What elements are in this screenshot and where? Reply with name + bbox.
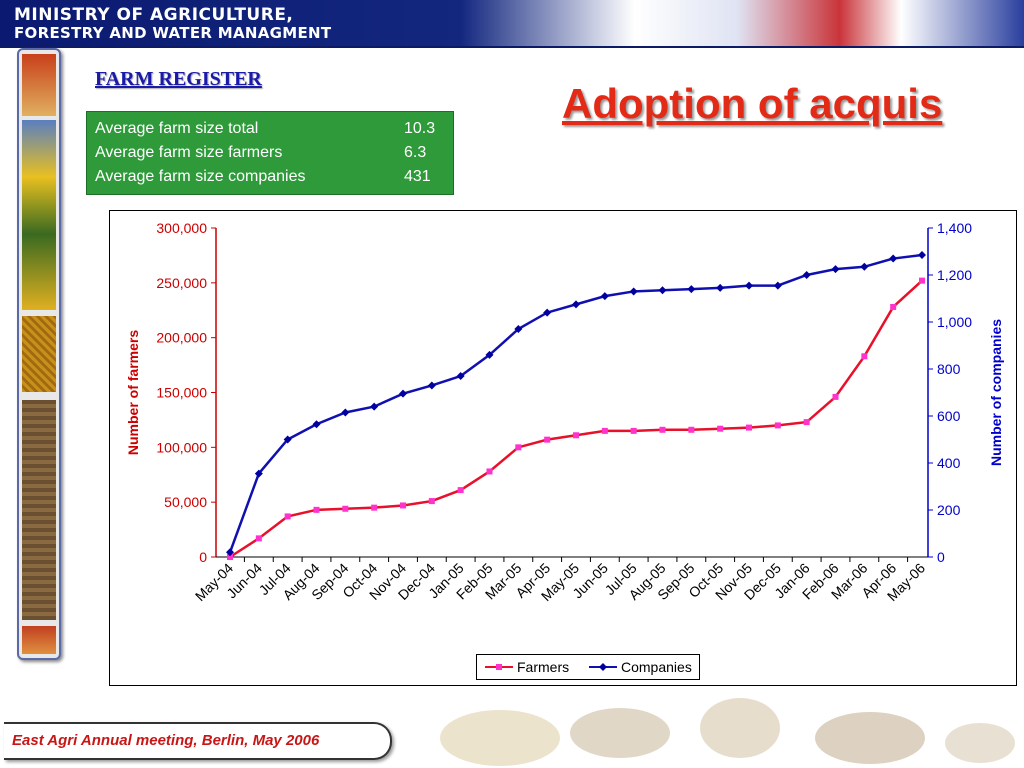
farmers-point xyxy=(255,535,262,542)
companies-point xyxy=(456,372,465,381)
right-y-tick-label: 600 xyxy=(937,408,961,424)
farmers-point xyxy=(342,505,349,512)
right-y-axis-title: Number of companies xyxy=(988,319,1004,466)
companies-point xyxy=(918,251,926,260)
farmers-point xyxy=(890,303,897,310)
companies-point xyxy=(658,286,667,295)
legend-farmers-marker xyxy=(496,664,502,670)
farmers-point xyxy=(717,425,724,432)
companies-point xyxy=(831,265,840,274)
legend-farmers-label: Farmers xyxy=(517,659,569,675)
ministry-name-line2: FORESTRY AND WATER MANAGMENT xyxy=(14,24,332,42)
stat-label: Average farm size companies xyxy=(95,168,306,185)
farmers-point xyxy=(227,554,233,560)
companies-point xyxy=(773,281,782,290)
companies-point xyxy=(716,283,725,292)
farmers-point xyxy=(544,436,551,443)
ministry-name-line1: MINISTRY OF AGRICULTURE, xyxy=(14,5,294,25)
stat-label: Average farm size total xyxy=(95,120,259,137)
companies-point xyxy=(370,402,379,411)
companies-point xyxy=(485,350,494,359)
left-y-tick-label: 50,000 xyxy=(164,494,207,510)
harvest-photo xyxy=(22,626,56,654)
companies-point xyxy=(860,262,869,271)
left-y-tick-label: 0 xyxy=(199,549,207,565)
companies-point xyxy=(427,381,436,390)
farmers-point xyxy=(803,419,810,426)
farm-size-table: Average farm size total 10.3 Average far… xyxy=(86,111,454,195)
companies-point xyxy=(745,281,753,290)
farmers-point xyxy=(919,277,925,284)
companies-point xyxy=(312,420,321,429)
stat-value: 6.3 xyxy=(404,144,427,161)
ministry-header: MINISTRY OF AGRICULTURE, FORESTRY AND WA… xyxy=(0,0,1024,48)
companies-point xyxy=(283,435,292,444)
companies-point xyxy=(802,271,811,279)
farmers-point xyxy=(601,427,608,434)
companies-point xyxy=(687,285,696,294)
right-y-tick-label: 200 xyxy=(937,502,961,518)
farmers-point xyxy=(659,426,666,433)
grain-photo xyxy=(22,316,56,392)
companies-point xyxy=(600,292,609,301)
left-y-tick-label: 150,000 xyxy=(156,385,207,401)
companies-point xyxy=(572,300,580,309)
legend-companies-label: Companies xyxy=(621,659,692,675)
left-y-tick-label: 100,000 xyxy=(156,439,207,455)
right-y-tick-label: 1,200 xyxy=(937,267,972,283)
farmers-point xyxy=(313,506,320,513)
left-y-tick-label: 200,000 xyxy=(156,330,207,346)
left-y-tick-label: 250,000 xyxy=(156,275,207,291)
farmers-point xyxy=(486,468,493,475)
companies-point xyxy=(629,287,638,296)
adoption-chart: 0 50,000 100,000 150,000 200,000 250,000 300,0… xyxy=(109,210,1017,686)
farmers-point xyxy=(284,513,291,520)
farmers-point xyxy=(400,502,406,509)
farmers-point xyxy=(774,422,781,429)
pepper-photo xyxy=(22,54,56,116)
farmers-point xyxy=(428,498,435,505)
farmers-point xyxy=(573,432,579,439)
left-y-tick-label: 300,000 xyxy=(156,220,207,236)
farmers-point xyxy=(630,427,637,434)
chart-legend: Farmers Companies xyxy=(476,654,700,680)
legend-companies-marker xyxy=(599,663,607,671)
right-y-tick-label: 400 xyxy=(937,455,961,471)
farmers-point xyxy=(746,424,752,431)
companies-point xyxy=(543,308,552,317)
stat-value: 10.3 xyxy=(404,120,436,137)
farmers-point xyxy=(515,444,522,451)
right-y-tick-label: 1,400 xyxy=(937,220,972,236)
farmers-point xyxy=(457,487,464,494)
stat-label: Average farm size farmers xyxy=(95,144,283,161)
farmers-point xyxy=(861,353,868,360)
agriculture-photo-strip xyxy=(17,48,61,660)
footer-pill xyxy=(4,722,392,760)
legend-svg: Farmers Companies xyxy=(485,659,692,675)
farmers-point xyxy=(688,426,695,433)
companies-series-line xyxy=(228,253,923,553)
slide-title: Adoption of acquis xyxy=(562,80,943,127)
sunflower-photo xyxy=(22,120,56,310)
farm-animals-watermark xyxy=(440,698,1015,766)
footer-banner: East Agri Annual meeting, Berlin, May 20… xyxy=(0,720,400,760)
right-y-tick-label: 0 xyxy=(937,549,945,565)
right-y-tick-label: 1,000 xyxy=(937,314,972,330)
companies-point xyxy=(226,548,234,557)
left-y-axis-title: Number of farmers xyxy=(125,330,141,455)
companies-point xyxy=(341,408,350,417)
right-y-tick-label: 800 xyxy=(937,361,961,377)
chart-svg: 0 50,000 100,000 150,000 200,000 250,000 300,0… xyxy=(125,220,1004,604)
companies-point xyxy=(514,325,523,334)
footer-text: East Agri Annual meeting, Berlin, May 20… xyxy=(12,732,320,749)
companies-point xyxy=(889,254,898,263)
field-photo xyxy=(22,400,56,620)
farmers-series-line xyxy=(229,279,923,559)
farmers-point xyxy=(832,393,839,400)
companies-point xyxy=(399,389,407,398)
farm-register-title: FARM REGISTER xyxy=(95,68,262,90)
farmers-point xyxy=(371,504,378,511)
stat-value: 431 xyxy=(404,168,431,185)
